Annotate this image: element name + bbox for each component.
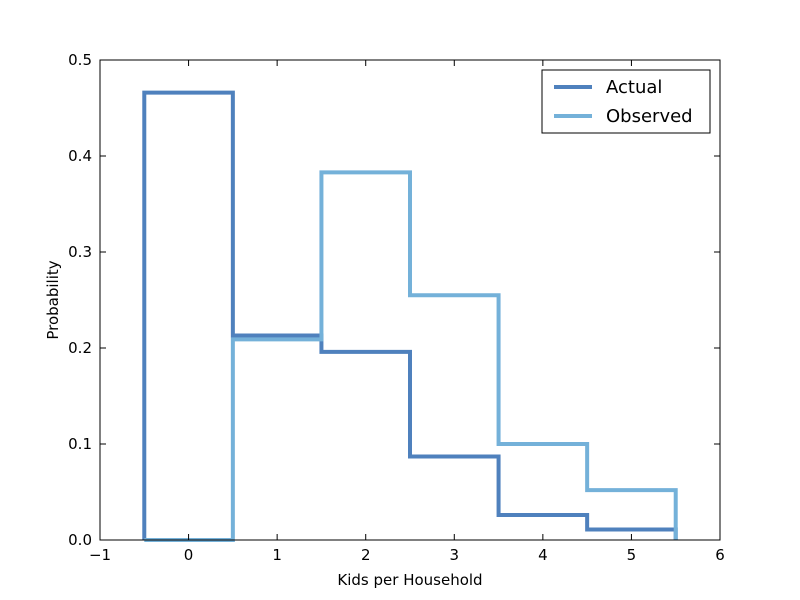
series-line-observed <box>144 170 678 542</box>
y-tick-label: 0.2 <box>68 339 92 357</box>
axes: −1 0 1 2 3 4 5 6 0.0 0.1 0.2 0.3 0.4 0.5 <box>68 51 725 564</box>
x-tick-label: 5 <box>627 546 637 564</box>
x-tick-label: 4 <box>538 546 548 564</box>
y-tick-label: 0.1 <box>68 435 92 453</box>
y-tick-label: 0.0 <box>68 531 92 549</box>
plot-area <box>142 90 678 542</box>
y-tick-label: 0.4 <box>68 147 92 165</box>
legend-label-observed: Observed <box>606 106 693 127</box>
y-axis-label: Probability <box>44 260 62 339</box>
x-axis-label: Kids per Household <box>337 571 482 589</box>
plot-frame <box>99 59 721 541</box>
y-tick-label: 0.3 <box>68 243 92 261</box>
legend-box <box>541 69 711 134</box>
x-tick-label: 6 <box>715 546 725 564</box>
legend: Actual Observed <box>541 69 711 134</box>
legend-label-actual: Actual <box>606 77 662 98</box>
x-tick-label: 3 <box>450 546 460 564</box>
x-tick-label: −1 <box>89 546 111 564</box>
x-tick-label: 1 <box>272 546 282 564</box>
x-tick-label: 0 <box>184 546 194 564</box>
y-tick-label: 0.5 <box>68 51 92 69</box>
series-line-actual <box>142 90 678 540</box>
x-tick-label: 2 <box>361 546 371 564</box>
